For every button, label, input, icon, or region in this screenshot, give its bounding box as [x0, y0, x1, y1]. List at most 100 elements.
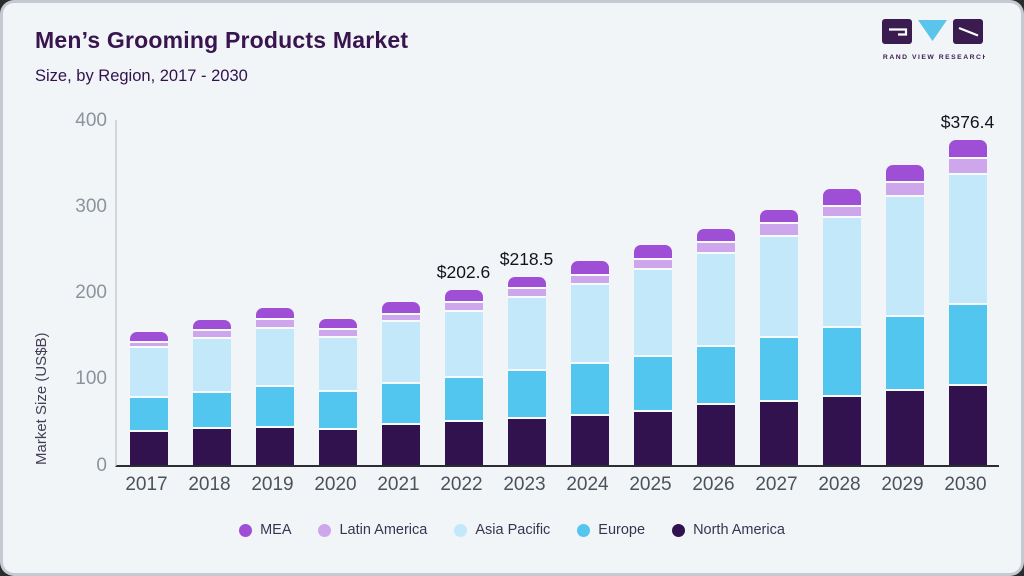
x-axis-label-2028: 2028	[818, 474, 861, 495]
bar-2027	[759, 209, 798, 465]
y-axis-tick: 300	[75, 195, 107, 217]
legend: MEA Latin America Asia Pacific Europe North …	[3, 516, 1021, 544]
y-axis-tick: 400	[75, 109, 107, 131]
legend-dot-icon	[239, 523, 253, 537]
bar-segment-latin-america	[696, 240, 735, 252]
y-axis-tick: 100	[75, 368, 107, 390]
bar-segment-mea	[885, 164, 924, 181]
bar-segment-asia-pacific	[444, 310, 483, 376]
bar-segment-asia-pacific	[759, 234, 798, 336]
legend-label: North America	[693, 522, 785, 538]
legend-label: Europe	[598, 522, 646, 538]
logo-triangle-icon	[918, 20, 947, 41]
bar-segment-mea	[570, 260, 609, 274]
x-axis-label-2025: 2025	[629, 474, 672, 495]
bar-segment-mea	[129, 332, 168, 341]
bar-segment-latin-america	[192, 328, 231, 337]
bar-segment-europe	[822, 325, 861, 395]
page-subtitle: Size, by Region, 2017 - 2030	[35, 67, 248, 85]
bar-segment-latin-america	[129, 341, 168, 346]
bar-segment-asia-pacific	[570, 282, 609, 362]
bar-segment-mea	[759, 209, 798, 223]
x-axis-label-2029: 2029	[881, 474, 924, 495]
bar-segment-asia-pacific	[255, 326, 294, 385]
bar-segment-asia-pacific	[885, 194, 924, 315]
bar-segment-asia-pacific	[633, 267, 672, 355]
bar-2028	[822, 188, 861, 465]
bar-segment-europe	[759, 335, 798, 400]
legend-item-mea: MEA	[239, 522, 291, 538]
x-axis-label-2018: 2018	[188, 474, 231, 495]
legend-dot-icon	[672, 523, 686, 537]
bar-2024	[570, 260, 609, 465]
bar-segment-north-america	[633, 409, 672, 465]
bar-segment-north-america	[759, 399, 798, 465]
x-axis-label-2020: 2020	[314, 474, 357, 495]
bar-2018	[192, 319, 231, 465]
x-axis-label-2027: 2027	[755, 474, 798, 495]
bar-segment-asia-pacific	[507, 296, 546, 369]
bar-total-label-2030: $376.4	[940, 112, 995, 133]
bar-segment-north-america	[255, 426, 294, 465]
bar-segment-europe	[885, 314, 924, 389]
bar-segment-north-america	[696, 403, 735, 465]
bar-segment-mea	[633, 244, 672, 258]
x-axis-label-2019: 2019	[251, 474, 294, 495]
grand-view-research-logo-icon: GRAND VIEW RESEARCH	[881, 19, 985, 61]
bar-segment-north-america	[885, 388, 924, 465]
chart-header: Men’s Grooming Products Market Size, by …	[35, 27, 408, 86]
bar-segment-north-america	[822, 394, 861, 465]
y-axis-tick: 0	[96, 454, 107, 476]
legend-label: Asia Pacific	[475, 522, 551, 538]
bar-segment-mea	[444, 290, 483, 302]
bar-segment-latin-america	[507, 287, 546, 297]
logo-r-glyph	[958, 26, 979, 37]
legend-dot-icon	[318, 523, 332, 537]
bar-segment-europe	[129, 396, 168, 430]
bar-2029	[885, 164, 924, 465]
legend-item-europe: Europe	[577, 522, 645, 538]
bar-segment-europe	[633, 354, 672, 410]
legend-dot-icon	[454, 523, 468, 537]
bar-segment-europe	[948, 303, 987, 384]
legend-item-latin-america: Latin America	[318, 522, 427, 538]
bar-2022: $202.6	[437, 262, 490, 465]
bar-segment-mea	[255, 307, 294, 318]
bar-segment-asia-pacific	[381, 319, 420, 382]
logo-text: GRAND VIEW RESEARCH	[881, 54, 985, 61]
bar-segment-north-america	[444, 419, 483, 465]
legend-label: Latin America	[339, 522, 428, 538]
bar-segment-latin-america	[444, 301, 483, 311]
logo-left-square	[882, 19, 912, 44]
legend-label: MEA	[260, 522, 292, 538]
bar-segment-north-america	[129, 429, 168, 465]
bar-segment-latin-america	[570, 273, 609, 283]
x-axis-label-2021: 2021	[377, 474, 420, 495]
bar-segment-asia-pacific	[192, 336, 231, 391]
bar-2020	[318, 319, 357, 465]
y-axis-tick: 200	[75, 282, 107, 303]
bar-segment-asia-pacific	[822, 215, 861, 326]
bar-segment-mea	[822, 188, 861, 205]
legend-item-north-america: North America	[672, 522, 785, 538]
bar-segment-europe	[192, 390, 231, 427]
legend-item-asia-pacific: Asia Pacific	[454, 522, 550, 538]
bar-2025	[633, 244, 672, 465]
x-axis-label-2017: 2017	[125, 474, 168, 495]
bar-segment-north-america	[507, 416, 546, 465]
bar-segment-asia-pacific	[696, 251, 735, 345]
bar-segment-asia-pacific	[948, 172, 987, 304]
bar-2023: $218.5	[500, 249, 553, 465]
bar-segment-mea	[948, 140, 987, 158]
bar-segment-north-america	[570, 413, 609, 465]
x-axis-label-2030: 2030	[944, 474, 987, 495]
bar-segment-north-america	[318, 428, 357, 465]
bar-2026	[696, 228, 735, 465]
bar-2030: $376.4	[941, 112, 994, 465]
x-axis-labels: 2017 2018 2019 2020 2021 2022 2023 2024 2025 2026…	[115, 474, 997, 498]
plot-area: 0 100 200 300 400 $202.6 $218.5 $376.4	[75, 110, 999, 476]
bar-segment-europe	[318, 389, 357, 428]
bar-segment-europe	[444, 376, 483, 420]
bar-segment-europe	[507, 368, 546, 417]
